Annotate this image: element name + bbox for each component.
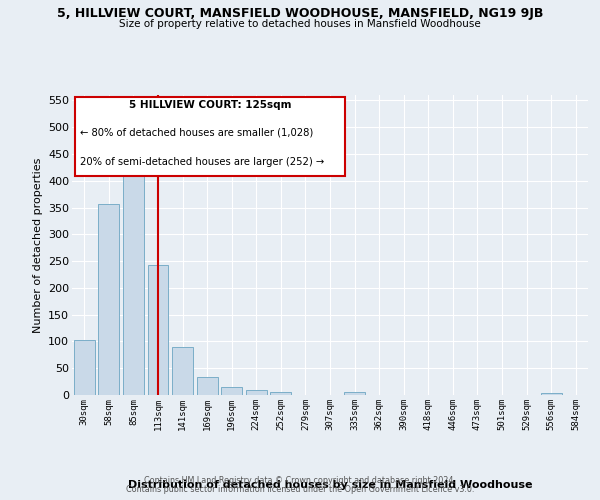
Bar [197, 378, 218, 395]
Bar [74, 340, 95, 395]
Text: Contains HM Land Registry data © Crown copyright and database right 2024.: Contains HM Land Registry data © Crown c… [144, 476, 456, 485]
Bar [172, 347, 193, 395]
Bar [344, 392, 365, 395]
Bar [98, 204, 119, 395]
FancyBboxPatch shape [74, 96, 346, 176]
Bar [246, 390, 267, 395]
Bar [123, 154, 144, 395]
Text: ← 80% of detached houses are smaller (1,028): ← 80% of detached houses are smaller (1,… [80, 128, 313, 138]
Bar [271, 392, 292, 395]
Bar [148, 265, 169, 395]
Text: Distribution of detached houses by size in Mansfield Woodhouse: Distribution of detached houses by size … [128, 480, 532, 490]
Bar [221, 387, 242, 395]
Y-axis label: Number of detached properties: Number of detached properties [32, 158, 43, 332]
Text: 5, HILLVIEW COURT, MANSFIELD WOODHOUSE, MANSFIELD, NG19 9JB: 5, HILLVIEW COURT, MANSFIELD WOODHOUSE, … [57, 8, 543, 20]
Text: Size of property relative to detached houses in Mansfield Woodhouse: Size of property relative to detached ho… [119, 19, 481, 29]
Text: Contains public sector information licensed under the Open Government Licence v3: Contains public sector information licen… [126, 485, 474, 494]
Text: 20% of semi-detached houses are larger (252) →: 20% of semi-detached houses are larger (… [80, 156, 324, 166]
Bar [541, 393, 562, 395]
Text: 5 HILLVIEW COURT: 125sqm: 5 HILLVIEW COURT: 125sqm [129, 100, 291, 110]
